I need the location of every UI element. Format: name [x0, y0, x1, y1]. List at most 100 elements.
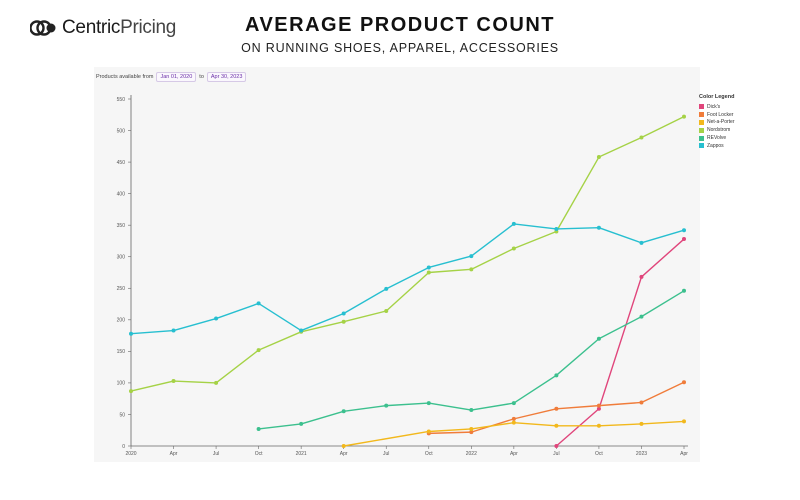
x-tick-label: Oct: [425, 451, 433, 457]
data-point-nordstrom[interactable]: [426, 270, 431, 275]
data-point-revolve[interactable]: [256, 426, 261, 431]
legend-label: Dick's: [707, 103, 721, 110]
legend-item-net-a-porter[interactable]: Net-a-Porter: [699, 119, 735, 127]
data-point-nordstrom[interactable]: [596, 155, 601, 160]
data-point-nordstrom[interactable]: [469, 267, 474, 272]
brand-name: CentricPricing: [62, 17, 177, 38]
data-point-dick-s[interactable]: [554, 444, 559, 448]
data-point-nordstrom[interactable]: [256, 348, 261, 353]
chart-legend: Color Legend Dick's Foot Locker Net-a-Port…: [699, 94, 735, 150]
data-point-revolve[interactable]: [469, 408, 474, 413]
x-tick-label: Apr: [340, 451, 348, 457]
data-point-zappos[interactable]: [511, 221, 516, 226]
y-tick-label: 0: [122, 444, 125, 450]
data-point-net-a-porter[interactable]: [554, 423, 559, 428]
data-point-nordstrom[interactable]: [682, 114, 686, 119]
data-point-revolve[interactable]: [511, 401, 516, 406]
x-tick-label: Apr: [680, 451, 688, 457]
data-point-foot-locker[interactable]: [469, 430, 474, 435]
x-tick-label: Apr: [170, 451, 178, 457]
data-point-nordstrom[interactable]: [639, 135, 644, 140]
chart-panel: [94, 67, 700, 462]
legend-swatch: [699, 119, 704, 125]
data-point-nordstrom[interactable]: [129, 389, 133, 394]
centric-pricing-logo-icon: [30, 20, 56, 36]
x-tick-label: Oct: [595, 451, 603, 457]
data-point-nordstrom[interactable]: [384, 308, 389, 313]
data-point-zappos[interactable]: [426, 265, 431, 270]
data-point-zappos[interactable]: [256, 301, 261, 306]
data-point-net-a-porter[interactable]: [426, 429, 431, 434]
y-tick-label: 300: [117, 255, 126, 261]
data-point-zappos[interactable]: [469, 254, 474, 259]
brand-logo: CentricPricing: [30, 17, 176, 39]
series-line-nordstrom: [130, 116, 685, 392]
y-tick-label: 450: [117, 160, 126, 166]
data-point-nordstrom[interactable]: [511, 246, 516, 251]
legend-item-zappos[interactable]: Zappos: [699, 142, 735, 150]
series-nordstrom: [129, 114, 686, 394]
page-title: AVERAGE PRODUCT COUNT: [244, 14, 556, 36]
data-point-revolve[interactable]: [299, 421, 304, 426]
data-point-nordstrom[interactable]: [171, 379, 176, 384]
legend-title: Color Legend: [699, 94, 735, 100]
legend-item-foot-locker[interactable]: Foot Locker: [699, 111, 735, 119]
data-point-zappos[interactable]: [129, 331, 133, 336]
legend-swatch: [699, 135, 704, 141]
y-tick-label: 50: [119, 412, 125, 418]
data-point-zappos[interactable]: [384, 286, 389, 291]
data-point-net-a-porter[interactable]: [469, 426, 474, 431]
series-zappos: [129, 221, 686, 336]
data-point-revolve[interactable]: [639, 314, 644, 319]
legend-swatch: [699, 143, 704, 149]
start-date-input[interactable]: Jan 01, 2020: [156, 72, 197, 82]
data-point-zappos[interactable]: [299, 328, 304, 333]
data-point-revolve[interactable]: [596, 336, 601, 341]
data-point-dick-s[interactable]: [682, 237, 686, 242]
data-point-nordstrom[interactable]: [214, 380, 219, 385]
data-point-revolve[interactable]: [682, 288, 686, 293]
y-tick-label: 150: [117, 349, 126, 355]
x-tick-label: Oct: [255, 451, 263, 457]
data-point-foot-locker[interactable]: [596, 403, 601, 408]
legend-label: Net-a-Porter: [707, 119, 735, 126]
data-point-net-a-porter[interactable]: [511, 420, 516, 425]
data-point-revolve[interactable]: [341, 409, 346, 414]
data-point-zappos[interactable]: [171, 328, 176, 333]
data-point-net-a-porter[interactable]: [682, 419, 686, 424]
data-point-net-a-porter[interactable]: [596, 423, 601, 428]
data-point-foot-locker[interactable]: [639, 400, 644, 405]
data-point-foot-locker[interactable]: [554, 406, 559, 411]
data-point-nordstrom[interactable]: [341, 319, 346, 324]
data-point-zappos[interactable]: [554, 226, 559, 231]
y-tick-label: 550: [117, 97, 126, 103]
series-dick-s: [554, 237, 686, 448]
data-point-revolve[interactable]: [554, 373, 559, 378]
data-point-zappos[interactable]: [682, 228, 686, 233]
x-tick-label: 2023: [636, 451, 647, 457]
data-point-zappos[interactable]: [341, 311, 346, 316]
data-point-net-a-porter[interactable]: [341, 444, 346, 448]
data-point-dick-s[interactable]: [639, 274, 644, 279]
data-point-dick-s[interactable]: [596, 406, 601, 411]
legend-item-dick-s[interactable]: Dick's: [699, 103, 735, 111]
legend-item-nordstrom[interactable]: Nordstrom: [699, 126, 735, 134]
data-point-foot-locker[interactable]: [682, 380, 686, 385]
series-line-zappos: [130, 223, 685, 335]
x-tick-label: 2020: [125, 451, 136, 457]
data-point-zappos[interactable]: [214, 316, 219, 321]
y-tick-label: 350: [117, 223, 126, 229]
chart-axes: 0 50 100 150 200 250 300 350 400 450 500 550 2020 Apr…: [117, 95, 688, 457]
data-point-revolve[interactable]: [384, 403, 389, 408]
data-point-zappos[interactable]: [639, 240, 644, 245]
data-point-net-a-porter[interactable]: [639, 421, 644, 426]
end-date-input[interactable]: Apr 30, 2023: [206, 72, 247, 82]
x-tick-label: Jul: [213, 451, 219, 457]
date-range-label: Products available from: [96, 74, 154, 80]
data-point-foot-locker[interactable]: [511, 416, 516, 421]
data-point-revolve[interactable]: [426, 401, 431, 406]
legend-swatch: [699, 104, 704, 110]
data-point-zappos[interactable]: [596, 225, 601, 230]
legend-item-revolve[interactable]: REVolve: [699, 134, 735, 142]
legend-swatch: [699, 127, 704, 133]
